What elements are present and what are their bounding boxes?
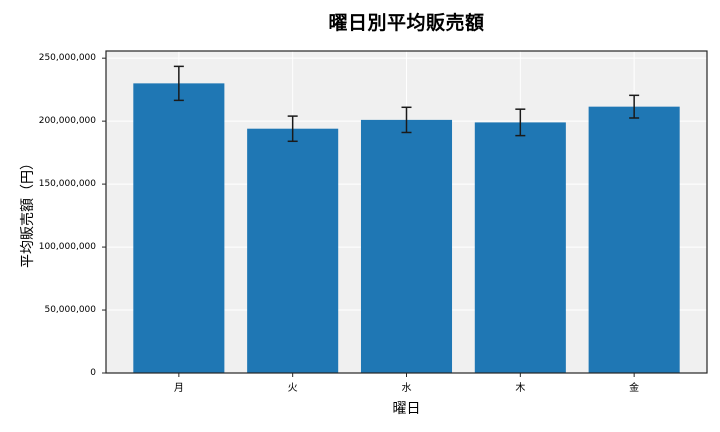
y-tick-label: 50,000,000	[44, 305, 96, 316]
bar-金	[588, 106, 680, 374]
x-axis-label: 曜日	[392, 401, 421, 417]
y-tick-label: 150,000,000	[38, 179, 96, 190]
x-tick-label-金: 金	[629, 383, 640, 394]
y-axis-label: 平均販売額（円）	[20, 156, 36, 268]
x-tick-label-月: 月	[173, 383, 184, 394]
axes-spines	[105, 50, 708, 374]
y-tick-label: 250,000,000	[38, 53, 96, 64]
x-tick-label-木: 木	[515, 383, 526, 394]
x-tick-label-水: 水	[401, 383, 412, 394]
bar-月	[133, 83, 225, 373]
bar-木	[474, 122, 566, 373]
y-tick-label: 200,000,000	[38, 116, 96, 127]
bar-水	[360, 119, 453, 374]
chart-title: 曜日別平均販売額	[328, 12, 485, 34]
y-tick-label: 0	[90, 368, 96, 378]
x-tick-label-火: 火	[287, 383, 298, 394]
y-tick-label: 100,000,000	[38, 242, 96, 253]
bar-火	[247, 128, 339, 373]
